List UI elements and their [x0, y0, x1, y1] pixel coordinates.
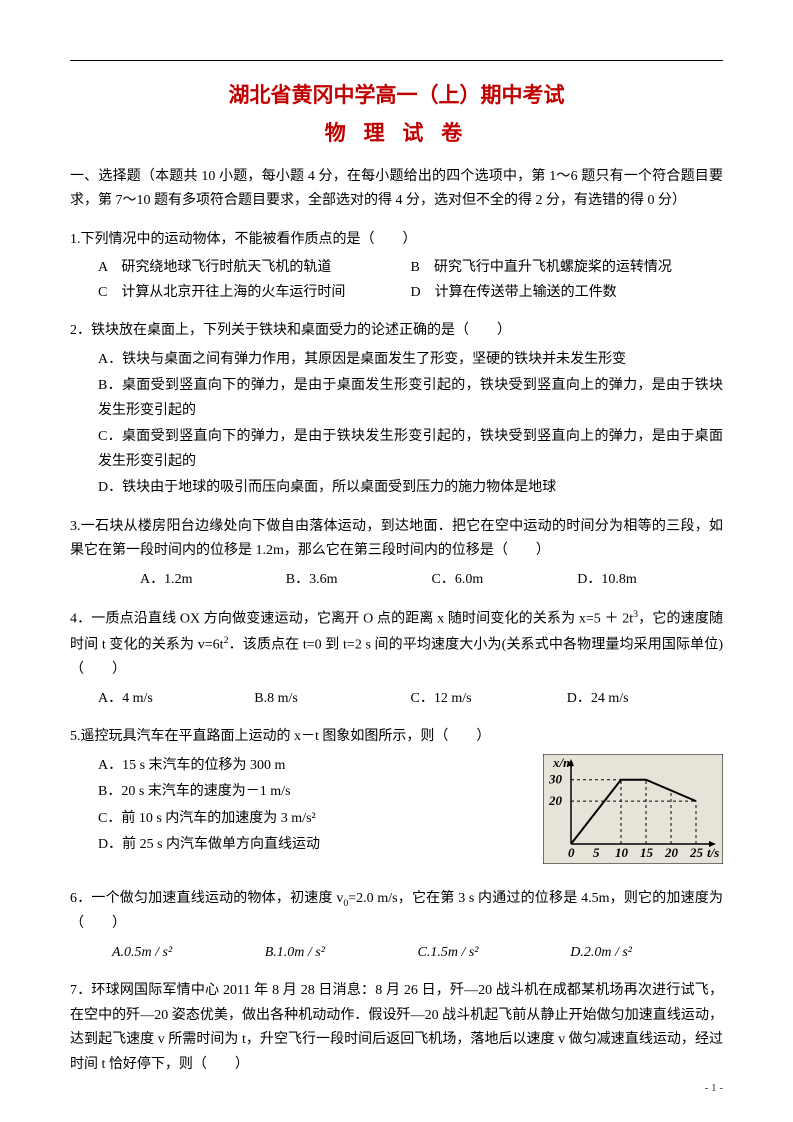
q2-opt-d: D．铁块由于地球的吸引而压向桌面，所以桌面受到压力的施力物体是地球 — [98, 476, 723, 501]
q5-opt-d: D．前 25 s 内汽车做单方向直线运动 — [98, 833, 533, 858]
svg-text:30: 30 — [548, 772, 563, 787]
svg-text:t/s: t/s — [707, 845, 719, 860]
svg-text:x/m: x/m — [552, 755, 573, 770]
q1-opt-d: D 计算在传送带上输送的工件数 — [411, 281, 724, 306]
q5-opt-b: B．20 s 末汽车的速度为－1 m/s — [98, 780, 533, 805]
exam-title: 湖北省黄冈中学高一（上）期中考试 — [70, 79, 723, 113]
exam-subtitle: 物 理 试 卷 — [70, 117, 723, 147]
q6-opt-c: C.1.5m / s² — [418, 941, 571, 966]
q1-opt-c: C 计算从北京开往上海的火车运行时间 — [98, 281, 411, 306]
q6-stem: 6．一个做匀加速直线运动的物体，初速度 v0=2.0 m/s，它在第 3 s 内… — [70, 887, 723, 936]
q5-opt-c: C．前 10 s 内汽车的加速度为 3 m/s² — [98, 807, 533, 832]
q3-options: A．1.2m B．3.6m C．6.0m D．10.8m — [70, 568, 723, 593]
q3-opt-b: B．3.6m — [286, 568, 432, 593]
q2-opt-c: C．桌面受到竖直向下的弹力，是由于铁块发生形变引起的，铁块受到竖直向上的弹力，是… — [98, 425, 723, 474]
page-number: - 1 - — [705, 1082, 723, 1094]
q5-options: A．15 s 末汽车的位移为 300 m B．20 s 末汽车的速度为－1 m/… — [70, 754, 533, 860]
svg-text:10: 10 — [615, 845, 629, 860]
q1-options: A 研究绕地球飞行时航天飞机的轨道 B 研究飞行中直升飞机螺旋桨的运转情况 C … — [70, 256, 723, 305]
q2-opt-a: A．铁块与桌面之间有弹力作用，其原因是桌面发生了形变，坚硬的铁块并未发生形变 — [98, 348, 723, 373]
q2-stem: 2．铁块放在桌面上，下列关于铁块和桌面受力的论述正确的是（ ） — [70, 319, 723, 344]
q6-opt-d: D.2.0m / s² — [570, 941, 723, 966]
q6-opt-b: B.1.0m / s² — [265, 941, 418, 966]
q1-opt-a: A 研究绕地球飞行时航天飞机的轨道 — [98, 256, 411, 281]
q7-stem: 7．环球网国际军情中心 2011 年 8 月 28 日消息：8 月 26 日，歼… — [70, 979, 723, 1077]
svg-text:20: 20 — [664, 845, 679, 860]
q4-opt-d: D．24 m/s — [567, 687, 723, 712]
q3-opt-d: D．10.8m — [577, 568, 723, 593]
q4-opt-b: B.8 m/s — [254, 687, 410, 712]
q4-stem: 4．一质点沿直线 OX 方向做变速运动，它离开 O 点的距离 x 随时间变化的关… — [70, 606, 723, 683]
q5-chart: 0 5 10 15 20 25 20 30 x/m t/s — [543, 754, 723, 874]
svg-text:5: 5 — [593, 845, 600, 860]
q6-opt-a: A.0.5m / s² — [112, 941, 265, 966]
q4-opt-c: C．12 m/s — [411, 687, 567, 712]
q4-options: A．4 m/s B.8 m/s C．12 m/s D．24 m/s — [70, 687, 723, 712]
q5-opt-a: A．15 s 末汽车的位移为 300 m — [98, 754, 533, 779]
q4-stem-a: 4．一质点沿直线 OX 方向做变速运动，它离开 O 点的距离 x 随时间变化的关… — [70, 612, 633, 627]
q2-opt-b: B．桌面受到竖直向下的弹力，是由于桌面发生形变引起的，铁块受到竖直向上的弹力，是… — [98, 374, 723, 423]
svg-text:15: 15 — [640, 845, 654, 860]
svg-text:0: 0 — [568, 845, 575, 860]
q5-stem: 5.遥控玩具汽车在平直路面上运动的 x－t 图象如图所示，则（ ） — [70, 725, 723, 750]
svg-text:25: 25 — [689, 845, 704, 860]
q1-stem: 1.下列情况中的运动物体，不能被看作质点的是（ ） — [70, 228, 723, 253]
q2-options: A．铁块与桌面之间有弹力作用，其原因是桌面发生了形变，坚硬的铁块并未发生形变 B… — [70, 348, 723, 501]
svg-text:20: 20 — [548, 793, 563, 808]
section1-heading: 一、选择题（本题共 10 小题，每小题 4 分，在每小题给出的四个选项中，第 1… — [70, 165, 723, 214]
q3-opt-c: C．6.0m — [432, 568, 578, 593]
q3-stem: 3.一石块从楼房阳台边缘处向下做自由落体运动，到达地面．把它在空中运动的时间分为… — [70, 515, 723, 564]
q6-options: A.0.5m / s² B.1.0m / s² C.1.5m / s² D.2.… — [70, 941, 723, 966]
q3-opt-a: A．1.2m — [140, 568, 286, 593]
q6-stem-a: 6．一个做匀加速直线运动的物体，初速度 v — [70, 891, 343, 906]
q4-opt-a: A．4 m/s — [98, 687, 254, 712]
q1-opt-b: B 研究飞行中直升飞机螺旋桨的运转情况 — [411, 256, 724, 281]
